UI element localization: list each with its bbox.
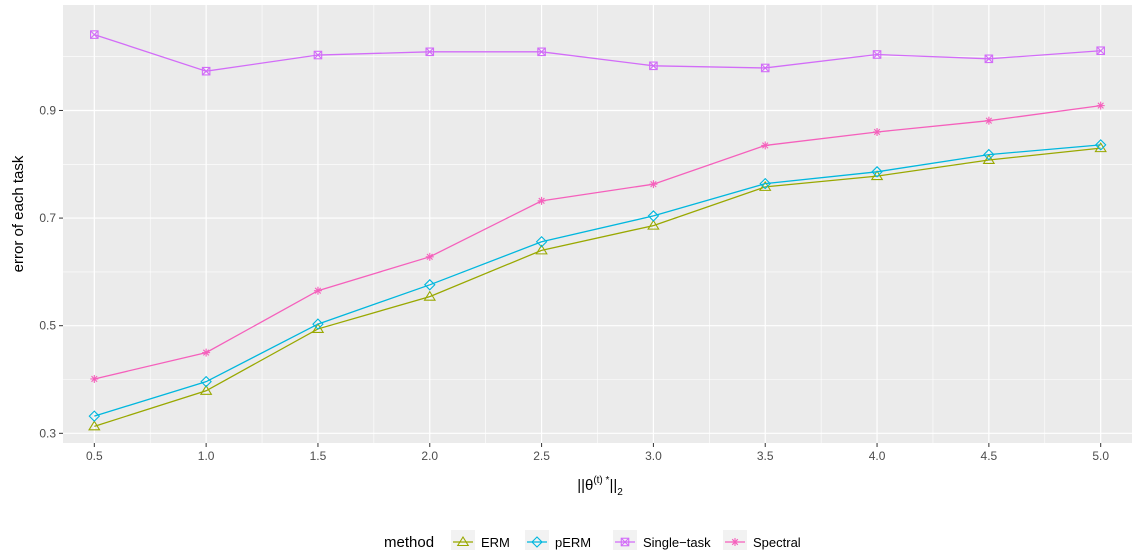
data-point-single-task	[872, 50, 882, 59]
data-point-spectral	[313, 286, 322, 295]
data-point-perm	[200, 375, 212, 388]
series-line-erm	[94, 147, 1101, 427]
legend-key-perm	[525, 530, 549, 550]
data-point-single-task	[1096, 46, 1105, 56]
data-point-perm	[535, 235, 548, 248]
data-point-spectral	[537, 196, 546, 205]
x-tick-label: 1.0	[198, 449, 215, 463]
data-point-erm	[199, 384, 213, 395]
y-tick-label: 0.9	[39, 103, 56, 117]
legend-key-marker-spectral	[731, 538, 739, 546]
legend-key-single-task	[613, 530, 637, 550]
data-point-single-task	[201, 66, 211, 76]
series-layer	[88, 30, 1107, 431]
data-point-single-task	[313, 50, 323, 60]
data-point-spectral	[873, 127, 882, 136]
data-point-perm	[759, 177, 772, 190]
x-tick-label: 4.0	[869, 449, 886, 463]
legend-label-single-task: Single−task	[643, 535, 711, 550]
data-point-perm	[312, 318, 324, 330]
data-point-spectral	[425, 252, 434, 261]
legend-key-marker-perm	[531, 536, 543, 548]
series-single-task	[90, 30, 1105, 76]
data-point-erm	[647, 219, 660, 230]
x-axis-title-close: ||	[609, 477, 617, 494]
data-point-perm	[423, 279, 436, 291]
data-point-spectral	[202, 348, 211, 357]
data-point-perm	[1094, 139, 1107, 151]
data-point-spectral	[1096, 101, 1105, 110]
data-point-spectral	[761, 141, 770, 150]
x-tick-label: 0.5	[86, 449, 103, 463]
series-perm	[88, 139, 1107, 422]
legend-label-erm: ERM	[481, 535, 510, 550]
data-point-erm	[311, 322, 325, 333]
legend-label-spectral: Spectral	[753, 535, 801, 550]
x-tick-label: 1.5	[310, 449, 327, 463]
minor-gridlines	[63, 5, 1132, 443]
data-point-erm	[982, 153, 996, 165]
series-line-spectral	[94, 104, 1101, 380]
y-tick-label: 0.7	[39, 211, 56, 225]
data-point-perm	[871, 166, 883, 178]
major-gridlines	[63, 5, 1132, 443]
x-tick-label: 4.5	[981, 449, 998, 463]
data-point-erm	[88, 420, 101, 431]
data-point-perm	[647, 210, 660, 222]
x-tick-label: 3.5	[757, 449, 774, 463]
data-point-single-task	[90, 30, 99, 39]
data-point-erm	[423, 290, 437, 301]
data-point-erm	[870, 170, 884, 181]
data-point-spectral	[90, 374, 99, 383]
data-point-spectral	[984, 116, 993, 125]
y-tick-label: 0.3	[39, 426, 56, 440]
legend-key-erm	[451, 530, 475, 550]
y-axis: 0.3 0.5 0.7 0.9	[39, 103, 63, 440]
data-point-erm	[535, 244, 548, 255]
data-point-single-task	[649, 61, 658, 71]
x-tick-label: 2.0	[421, 449, 438, 463]
data-point-single-task	[425, 47, 435, 57]
legend-item-single-task: Single−task	[613, 530, 711, 550]
x-axis-title-superscript: (t) *	[593, 475, 609, 486]
legend-key-marker-erm	[456, 535, 470, 547]
data-point-single-task	[537, 47, 546, 57]
data-point-perm	[88, 410, 101, 422]
series-line-perm	[94, 144, 1101, 417]
data-point-single-task	[984, 54, 994, 64]
legend-item-erm: ERM	[451, 530, 510, 550]
x-tick-label: 2.5	[533, 449, 550, 463]
x-axis-title: ||θ(t) *||2	[577, 475, 623, 498]
y-axis-title: error of each task	[10, 155, 27, 272]
series-spectral	[90, 101, 1105, 383]
series-line-single-task	[94, 33, 1101, 72]
y-tick-label: 0.5	[39, 319, 56, 333]
data-point-spectral	[649, 180, 658, 189]
x-axis-title-subscript: 2	[617, 487, 623, 498]
legend: method ERM pERM Single−task Spectral	[384, 530, 801, 550]
x-tick-label: 5.0	[1092, 449, 1109, 463]
legend-item-perm: pERM	[525, 530, 591, 550]
x-tick-label: 3.0	[645, 449, 662, 463]
legend-label-perm: pERM	[555, 535, 591, 550]
legend-key-marker-single-task	[620, 537, 630, 547]
legend-item-spectral: Spectral	[723, 530, 801, 550]
data-point-perm	[983, 148, 995, 161]
data-point-single-task	[760, 63, 770, 73]
x-axis: 0.5 1.0 1.5 2.0 2.5 3.0 3.5 4.0 4.5 5.0	[86, 443, 1109, 463]
legend-title: method	[384, 534, 434, 550]
x-axis-title-open: ||θ	[577, 477, 593, 494]
